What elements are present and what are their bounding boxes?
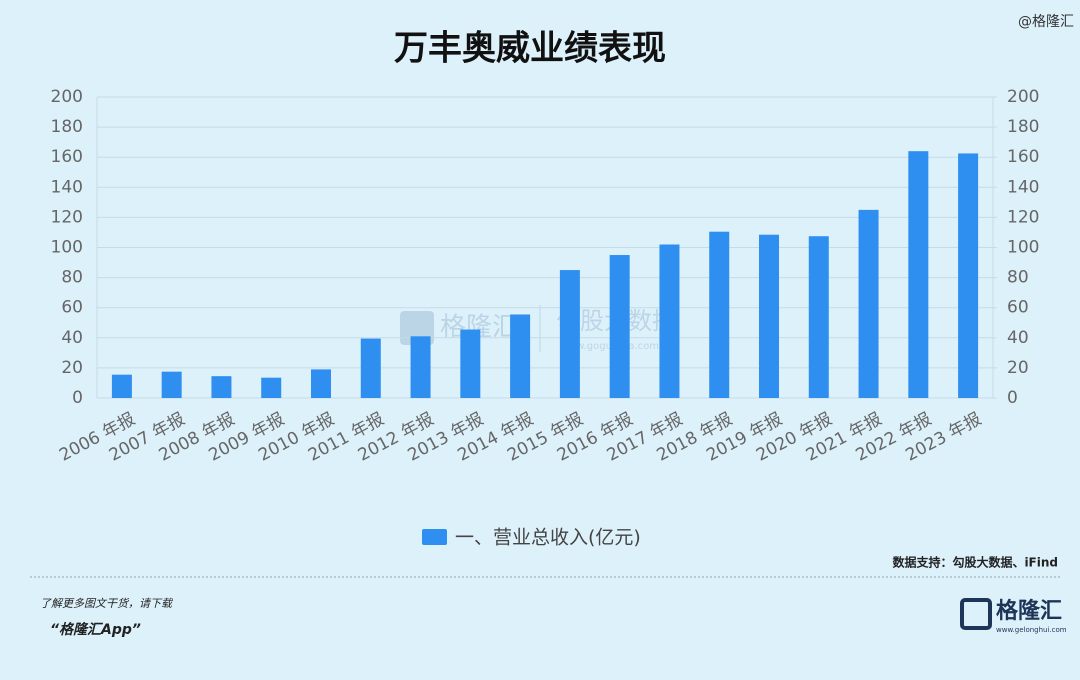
y-tick-label: 100 bbox=[51, 238, 83, 258]
bar bbox=[510, 314, 531, 398]
bar bbox=[858, 209, 879, 398]
bar bbox=[709, 231, 730, 398]
bar bbox=[958, 153, 979, 398]
promo-text: 了解更多图文干货，请下载 bbox=[40, 597, 174, 610]
legend-swatch bbox=[422, 529, 447, 545]
watermark-url: www.gogudata.com bbox=[560, 341, 659, 352]
y2-tick-label: 200 bbox=[1007, 87, 1039, 107]
bar bbox=[559, 270, 580, 398]
y2-tick-label: 180 bbox=[1007, 117, 1039, 137]
logo-text: 格隆汇 bbox=[996, 598, 1062, 624]
y-tick-label: 40 bbox=[61, 328, 83, 348]
y2-tick-label: 160 bbox=[1007, 147, 1039, 167]
y-tick-label: 200 bbox=[51, 87, 83, 107]
bar bbox=[659, 244, 680, 398]
y-tick-label: 160 bbox=[51, 147, 83, 167]
y2-tick-label: 140 bbox=[1007, 177, 1039, 197]
bar bbox=[311, 369, 331, 398]
bar bbox=[759, 234, 779, 398]
bar bbox=[161, 371, 182, 398]
y2-tick-label: 0 bbox=[1007, 388, 1018, 408]
bar bbox=[908, 151, 929, 398]
y-tick-label: 20 bbox=[61, 358, 83, 378]
bar bbox=[460, 329, 481, 398]
bar bbox=[111, 374, 132, 398]
bar bbox=[211, 376, 232, 398]
y-tick-label: 60 bbox=[61, 298, 83, 318]
bar bbox=[609, 255, 630, 398]
logo-site: www.gelonghui.com bbox=[996, 626, 1067, 634]
y-tick-label: 0 bbox=[72, 388, 83, 408]
y2-tick-label: 100 bbox=[1007, 238, 1039, 258]
source-note: 数据支持：勾股大数据、iFind bbox=[892, 555, 1058, 570]
y-tick-label: 80 bbox=[61, 268, 83, 288]
promo-app: “格隆汇App” bbox=[50, 621, 141, 638]
bar bbox=[261, 377, 282, 398]
y-tick-label: 180 bbox=[51, 117, 83, 137]
y-tick-label: 140 bbox=[51, 177, 83, 197]
logo-icon bbox=[960, 598, 992, 630]
bar bbox=[410, 336, 431, 398]
bar bbox=[808, 236, 829, 398]
chart-title: 万丰奥威业绩表现 bbox=[394, 29, 666, 69]
y2-tick-label: 80 bbox=[1007, 268, 1029, 288]
corner-watermark: @格隆汇 bbox=[1018, 14, 1074, 30]
bar bbox=[360, 338, 381, 398]
y2-tick-label: 60 bbox=[1007, 298, 1029, 318]
y-tick-label: 120 bbox=[51, 207, 83, 227]
y2-tick-label: 120 bbox=[1007, 207, 1039, 227]
legend-label: 一、营业总收入(亿元) bbox=[455, 527, 641, 549]
y2-tick-label: 20 bbox=[1007, 358, 1029, 378]
y2-tick-label: 40 bbox=[1007, 328, 1029, 348]
